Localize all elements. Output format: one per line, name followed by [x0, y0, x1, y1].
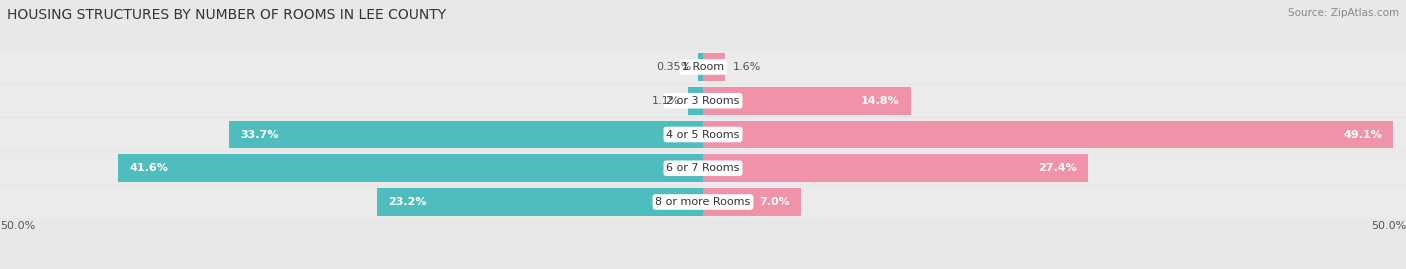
- Bar: [703, 87, 911, 115]
- Text: 6 or 7 Rooms: 6 or 7 Rooms: [666, 163, 740, 173]
- Bar: [0, 85, 1406, 116]
- Text: 1.6%: 1.6%: [733, 62, 761, 72]
- Text: 23.2%: 23.2%: [388, 197, 426, 207]
- Bar: [703, 188, 801, 216]
- Bar: [377, 188, 703, 216]
- Text: 33.7%: 33.7%: [240, 129, 278, 140]
- Bar: [0, 186, 1406, 218]
- Bar: [118, 154, 703, 182]
- Bar: [697, 53, 703, 81]
- Text: HOUSING STRUCTURES BY NUMBER OF ROOMS IN LEE COUNTY: HOUSING STRUCTURES BY NUMBER OF ROOMS IN…: [7, 8, 446, 22]
- Bar: [229, 121, 703, 148]
- Text: 0.35%: 0.35%: [655, 62, 692, 72]
- Bar: [0, 153, 1406, 184]
- Bar: [0, 51, 1406, 83]
- Text: 41.6%: 41.6%: [129, 163, 169, 173]
- Text: 50.0%: 50.0%: [0, 221, 35, 231]
- Text: 1 Room: 1 Room: [682, 62, 724, 72]
- Text: 4 or 5 Rooms: 4 or 5 Rooms: [666, 129, 740, 140]
- Bar: [703, 121, 1393, 148]
- Bar: [0, 119, 1406, 150]
- Bar: [703, 154, 1088, 182]
- Text: 2 or 3 Rooms: 2 or 3 Rooms: [666, 96, 740, 106]
- Bar: [703, 53, 725, 81]
- Text: 1.1%: 1.1%: [652, 96, 681, 106]
- Bar: [688, 87, 703, 115]
- Text: 50.0%: 50.0%: [1371, 221, 1406, 231]
- Text: 8 or more Rooms: 8 or more Rooms: [655, 197, 751, 207]
- Text: 49.1%: 49.1%: [1343, 129, 1382, 140]
- Text: 7.0%: 7.0%: [759, 197, 790, 207]
- Text: 14.8%: 14.8%: [860, 96, 900, 106]
- Text: 27.4%: 27.4%: [1038, 163, 1077, 173]
- Text: Source: ZipAtlas.com: Source: ZipAtlas.com: [1288, 8, 1399, 18]
